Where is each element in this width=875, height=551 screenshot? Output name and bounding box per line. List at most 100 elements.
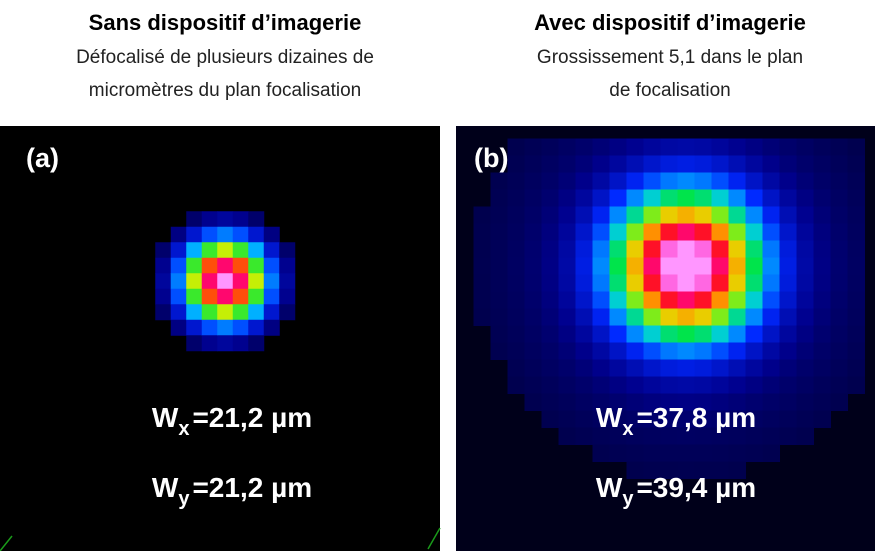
pixel — [660, 410, 678, 428]
pixel — [847, 240, 865, 258]
pixel — [575, 359, 593, 377]
pixel — [847, 138, 865, 156]
pixel — [232, 242, 249, 259]
pixel — [762, 444, 780, 462]
pixel — [263, 257, 280, 274]
pixel — [779, 376, 797, 394]
symbol: W — [596, 472, 623, 503]
pixel — [490, 342, 508, 360]
pixel — [694, 461, 712, 479]
pixel — [796, 172, 814, 190]
pixel — [762, 274, 780, 292]
pixel — [830, 274, 848, 292]
pixel — [694, 274, 712, 292]
pixel — [609, 325, 627, 343]
pixel — [575, 155, 593, 173]
pixel — [779, 172, 797, 190]
value: =21,2 µm — [192, 472, 312, 503]
pixel — [263, 319, 280, 336]
pixel — [728, 257, 746, 275]
pixel — [643, 444, 661, 462]
pixel — [660, 359, 678, 377]
pixel — [762, 206, 780, 224]
pixel — [745, 138, 763, 156]
pixel — [473, 257, 491, 275]
pixel — [711, 461, 729, 479]
pixel — [524, 308, 542, 326]
pixel — [626, 444, 644, 462]
subscript: x — [622, 418, 633, 440]
measurement: Wy =39,4 µm — [596, 472, 756, 510]
pixel — [677, 359, 695, 377]
pixel — [847, 376, 865, 394]
pixel — [541, 257, 559, 275]
pixel — [813, 376, 831, 394]
pixel — [796, 223, 814, 241]
pixel — [473, 274, 491, 292]
pixel — [745, 393, 763, 411]
pixel — [507, 308, 525, 326]
pixel — [558, 257, 576, 275]
value: =39,4 µm — [636, 472, 756, 503]
pixel — [524, 342, 542, 360]
pixel — [694, 376, 712, 394]
symbol: W — [596, 402, 623, 433]
pixel — [796, 240, 814, 258]
pixel — [575, 325, 593, 343]
pixel — [201, 304, 218, 321]
pixel — [507, 325, 525, 343]
pixel — [232, 319, 249, 336]
pixel — [490, 189, 508, 207]
pixel — [745, 325, 763, 343]
pixel — [694, 359, 712, 377]
pixel — [217, 211, 234, 228]
pixel — [186, 335, 203, 352]
corner-line — [427, 527, 441, 550]
symbol: W — [152, 472, 179, 503]
pixel — [847, 359, 865, 377]
pixel — [558, 223, 576, 241]
pixel — [643, 240, 661, 258]
pixel — [830, 206, 848, 224]
pixel — [847, 257, 865, 275]
pixel — [677, 461, 695, 479]
pixel — [507, 206, 525, 224]
pixel — [643, 291, 661, 309]
pixel — [779, 410, 797, 428]
value: =21,2 µm — [192, 402, 312, 433]
pixel — [643, 206, 661, 224]
pixel — [728, 376, 746, 394]
pixel — [155, 257, 172, 274]
panel-subtitle: micromètres du plan focalisation — [89, 80, 361, 101]
pixel — [609, 410, 627, 428]
pixel — [779, 257, 797, 275]
pixel — [677, 155, 695, 173]
pixel — [847, 274, 865, 292]
pixel — [694, 342, 712, 360]
pixel — [711, 206, 729, 224]
pixel — [263, 288, 280, 305]
pixel — [609, 189, 627, 207]
pixel — [745, 206, 763, 224]
pixel — [796, 325, 814, 343]
pixel — [524, 325, 542, 343]
pixel — [217, 242, 234, 259]
pixel — [813, 172, 831, 190]
pixel — [745, 291, 763, 309]
pixel — [626, 461, 644, 479]
pixel — [660, 376, 678, 394]
pixel — [279, 288, 296, 305]
pixel — [248, 319, 265, 336]
pixel — [847, 206, 865, 224]
pixel — [779, 325, 797, 343]
pixel — [711, 223, 729, 241]
pixel — [813, 410, 831, 428]
pixel — [592, 376, 610, 394]
pixel — [711, 376, 729, 394]
pixel — [660, 257, 678, 275]
pixel — [847, 223, 865, 241]
pixel — [711, 274, 729, 292]
pixel — [813, 342, 831, 360]
pixel — [626, 342, 644, 360]
panel-subtitle: Grossissement 5,1 dans le plan — [537, 47, 803, 68]
